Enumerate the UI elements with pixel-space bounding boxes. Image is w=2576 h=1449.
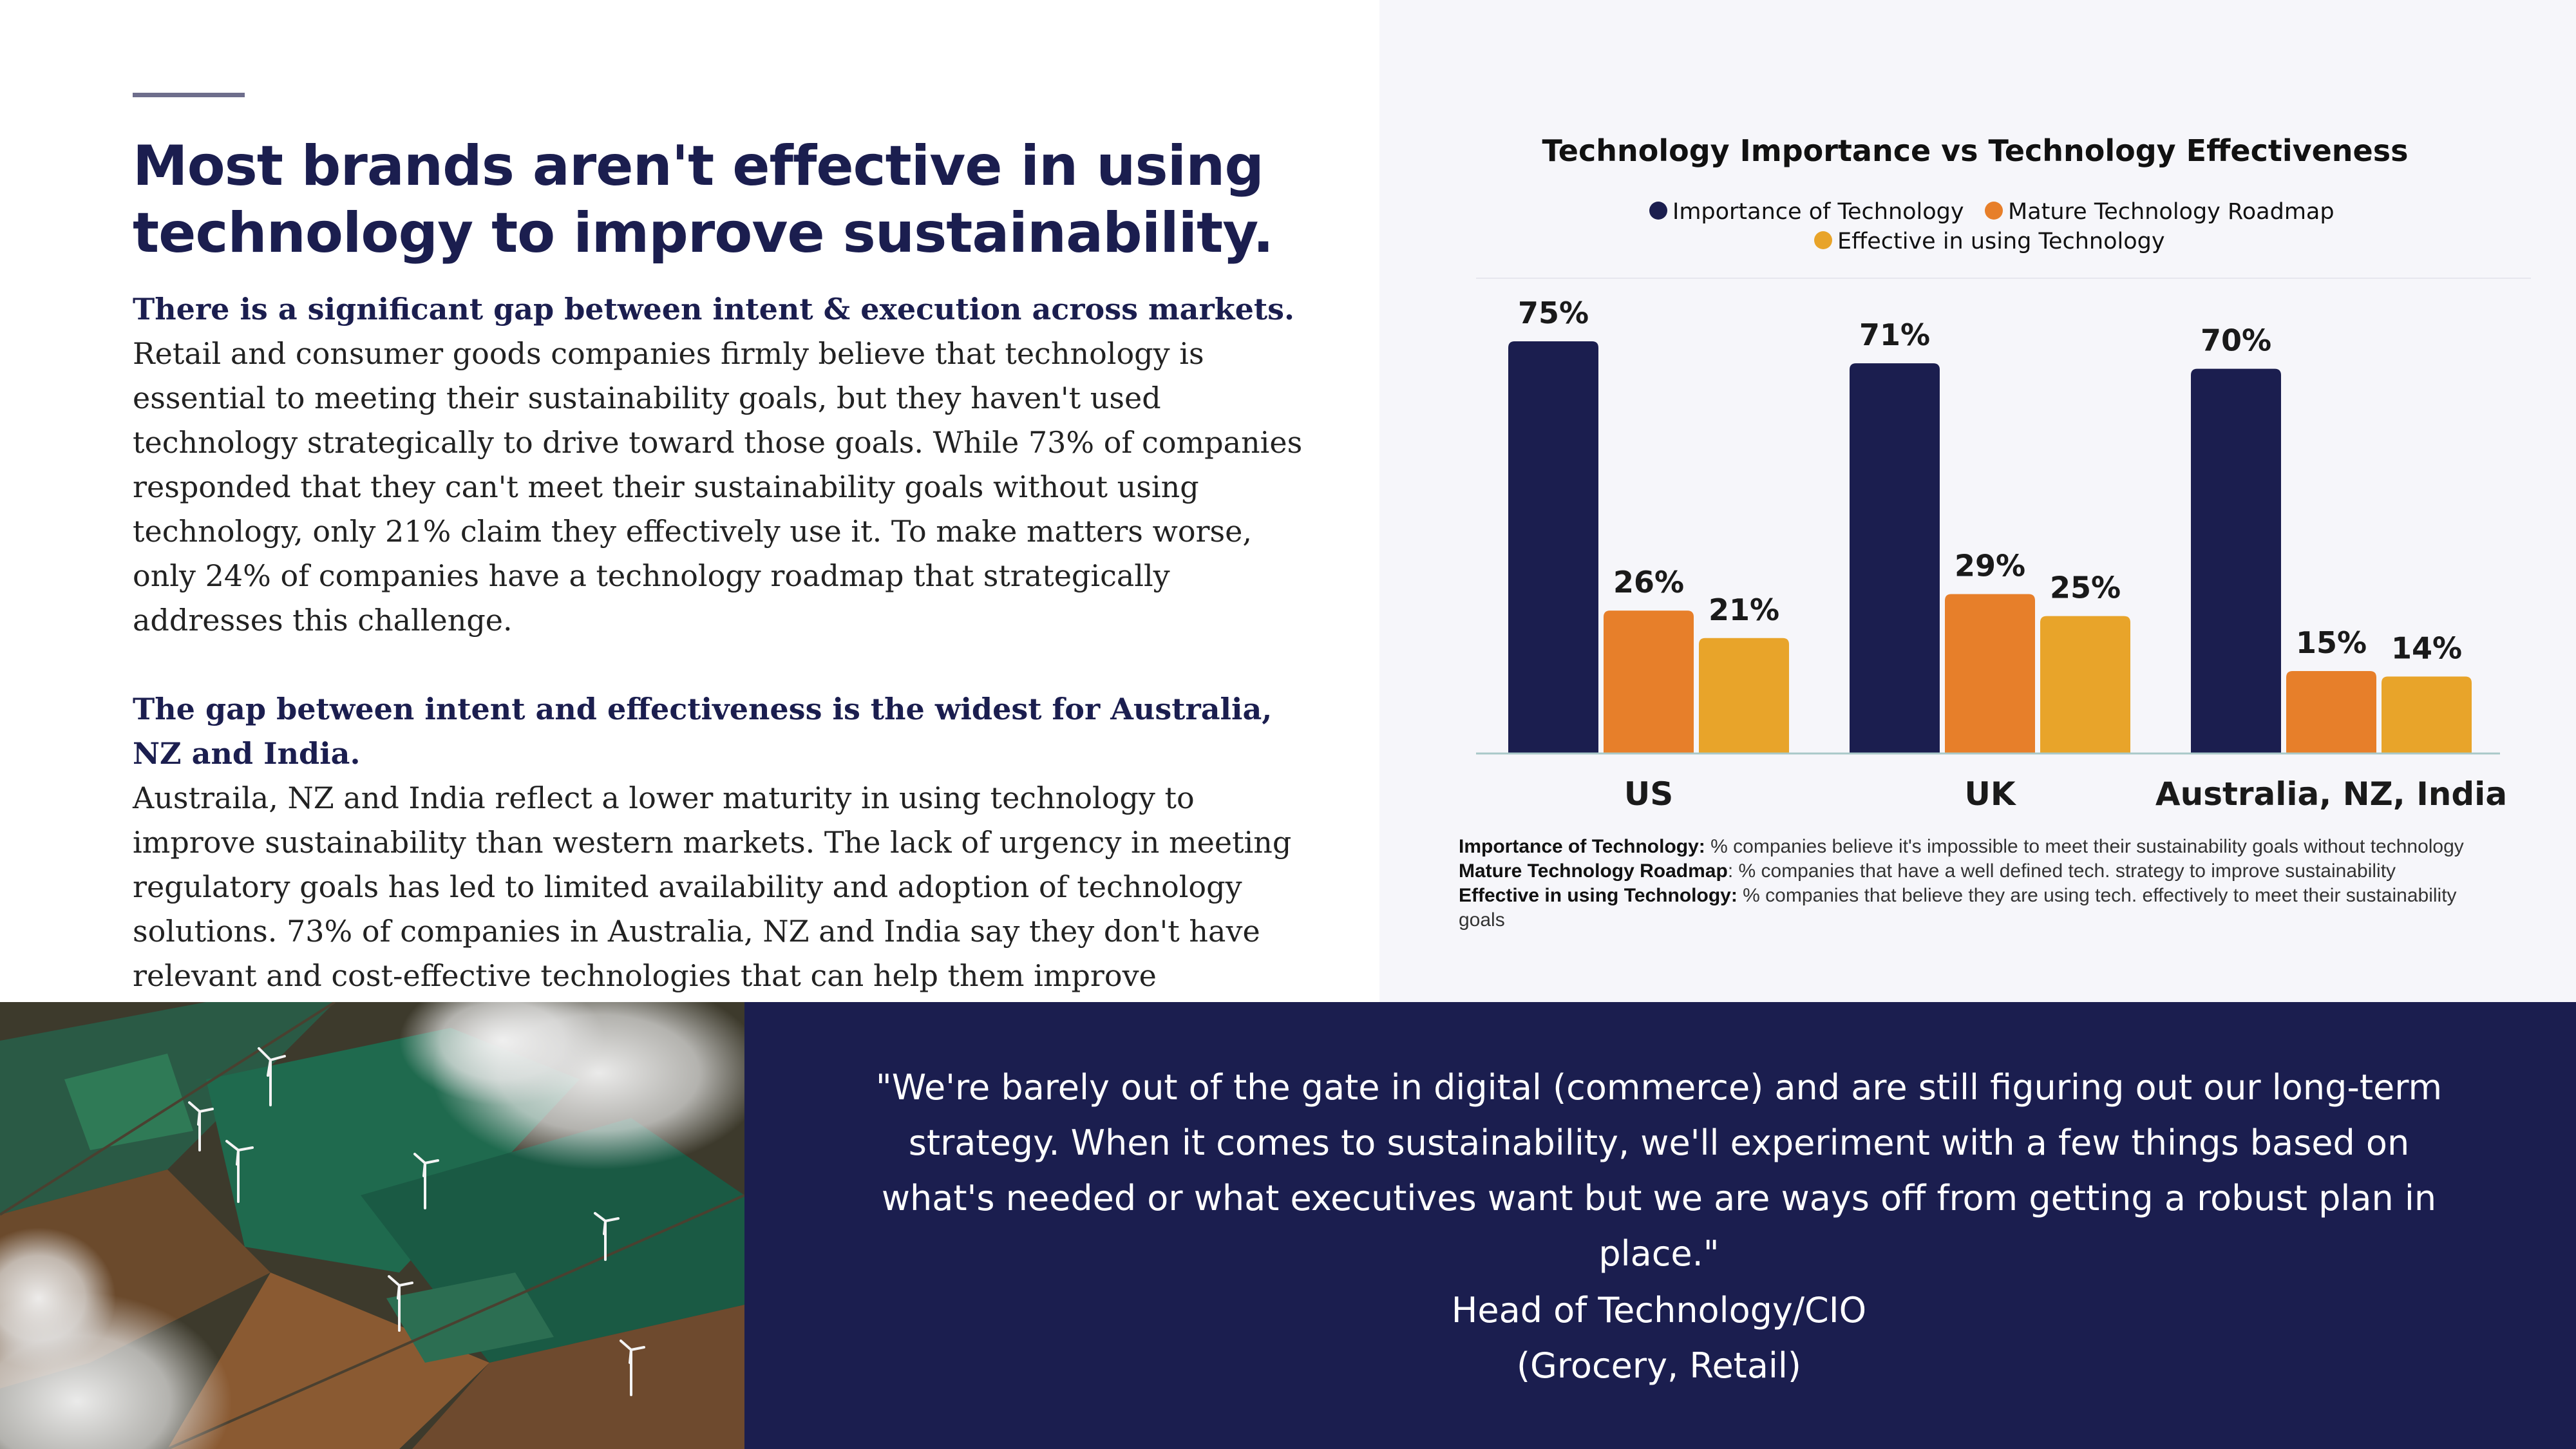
bar-uk-mature-technology-roadmap (1945, 594, 2035, 753)
value-label-us-importance-of-technology: 75% (1518, 296, 1589, 330)
quote-author-segment: (Grocery, Retail) (1516, 1345, 1802, 1386)
paragraph-spacer (133, 643, 1318, 687)
category-label-australia-nz-india: Australia, NZ, India (2155, 775, 2507, 813)
page-title: Most brands aren't effective in using te… (133, 134, 1274, 265)
section2-lead: The gap between intent and effectiveness… (133, 692, 1273, 771)
legend-label-roadmap: Mature Technology Roadmap (2008, 199, 2334, 225)
value-label-australia-nz-india-effective-in-using-technology: 14% (2391, 631, 2462, 666)
legend-item-effective: Effective in using Technology (1814, 229, 2165, 254)
value-label-australia-nz-india-importance-of-technology: 70% (2201, 323, 2271, 358)
section1-text: Retail and consumer goods companies firm… (133, 336, 1303, 638)
legend-swatch-roadmap (1985, 202, 2003, 220)
chart-category-labels: US UK Australia, NZ, India (1624, 775, 2507, 813)
chart-bars (1508, 341, 2472, 753)
bar-australia-nz-india-mature-technology-roadmap (2286, 671, 2376, 753)
legend-swatch-importance (1649, 202, 1667, 220)
section2-text: Austraila, NZ and India reflect a lower … (133, 781, 1292, 1037)
quote-panel: "We're barely out of the gate in digital… (744, 1002, 2576, 1449)
category-label-uk: UK (1964, 775, 2017, 813)
footnote-effective: Effective in using Technology: % compani… (1459, 884, 2489, 933)
footnote-text: : % companies that have a well defined t… (1727, 860, 2396, 882)
bar-uk-effective-in-using-technology (2040, 616, 2130, 753)
accent-divider (133, 93, 245, 97)
quote-attribution: Head of Technology/CIO (Grocery, Retail) (854, 1283, 2464, 1394)
value-label-us-effective-in-using-technology: 21% (1709, 592, 1779, 627)
bar-us-effective-in-using-technology (1699, 638, 1789, 753)
footnote-roadmap: Mature Technology Roadmap: % companies t… (1459, 859, 2489, 884)
legend-swatch-effective (1814, 231, 1832, 249)
chart-legend: Importance of Technology Mature Technolo… (1649, 199, 2334, 254)
footnote-importance: Importance of Technology: % companies be… (1459, 835, 2489, 859)
bar-uk-importance-of-technology (1850, 363, 1940, 753)
chart-panel: Technology Importance vs Technology Effe… (1379, 0, 2576, 1002)
text-column: Most brands aren't effective in using te… (0, 0, 1379, 1037)
footnote-term: Effective in using Technology: (1459, 885, 1738, 906)
aerial-landscape-image (0, 1002, 744, 1449)
value-label-uk-mature-technology-roadmap: 29% (1955, 549, 2025, 583)
legend-item-roadmap: Mature Technology Roadmap (1985, 199, 2334, 225)
quote-text: "We're barely out of the gate in digital… (875, 1067, 2443, 1274)
bar-australia-nz-india-effective-in-using-technology (2382, 676, 2472, 753)
bar-australia-nz-india-importance-of-technology (2191, 368, 2281, 753)
quote-author-title: Head of Technology/CIO (1451, 1290, 1867, 1331)
legend-label-importance: Importance of Technology (1672, 199, 1964, 225)
chart-title: Technology Importance vs Technology Effe… (1542, 133, 2409, 168)
bar-us-importance-of-technology (1508, 341, 1598, 753)
value-label-uk-effective-in-using-technology: 25% (2050, 571, 2121, 605)
footnote-term: Mature Technology Roadmap (1459, 860, 1728, 882)
legend-label-effective: Effective in using Technology (1837, 229, 2165, 254)
wind-farm-photo (0, 1002, 744, 1449)
chart-footnotes: Importance of Technology: % companies be… (1459, 835, 2489, 933)
value-label-australia-nz-india-mature-technology-roadmap: 15% (2296, 625, 2367, 660)
body-copy: There is a significant gap between inten… (133, 287, 1318, 1043)
category-label-us: US (1624, 775, 1674, 813)
legend-item-importance: Importance of Technology (1649, 199, 1964, 225)
chart-value-labels: 75% 26% 21% 71% 29% 25% 70% 15% 14% (1518, 296, 2462, 666)
footnote-text: % companies that believe they are using … (1459, 885, 2457, 931)
section1-lead: There is a significant gap between inten… (133, 292, 1295, 327)
footnote-term: Importance of Technology: (1459, 836, 1705, 857)
value-label-uk-importance-of-technology: 71% (1859, 317, 1930, 352)
bar-us-mature-technology-roadmap (1604, 611, 1694, 753)
bar-chart: Technology Importance vs Technology Effe… (1476, 133, 2531, 813)
footnote-text: % companies believe it's impossible to m… (1705, 836, 2464, 857)
value-label-us-mature-technology-roadmap: 26% (1613, 565, 1684, 600)
